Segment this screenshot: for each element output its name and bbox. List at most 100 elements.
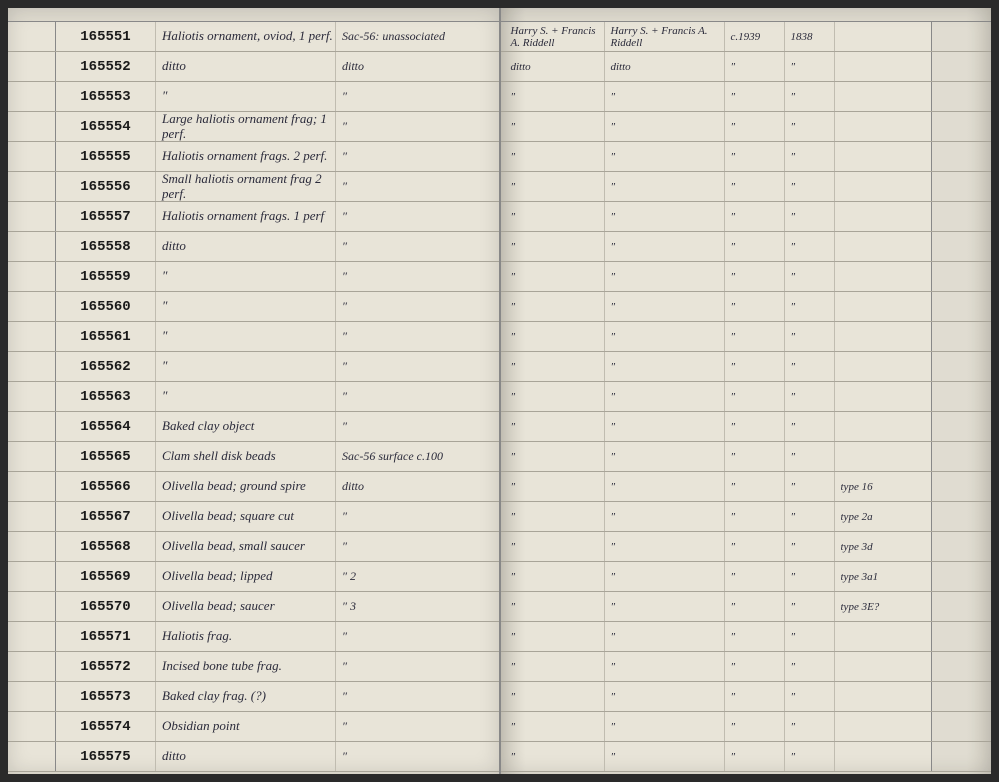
ledger-row: ″″″″ (501, 622, 992, 652)
accession-cell: ″ (785, 712, 835, 741)
ledger-row: 165554Large haliotis ornament frag; 1 pe… (8, 112, 499, 142)
left-margin (12, 352, 56, 381)
location-cell: ″ (336, 142, 499, 171)
left-margin (12, 22, 56, 51)
donor-cell: ″ (605, 142, 725, 171)
date-cell: ″ (725, 442, 785, 471)
description-cell: ″ (156, 292, 336, 321)
ledger-row: 165570Olivella bead; saucer″ 3 (8, 592, 499, 622)
left-margin (12, 82, 56, 111)
catalog-number: 165570 (56, 592, 156, 621)
notes-cell: type 3d (835, 532, 932, 561)
catalog-number: 165566 (56, 472, 156, 501)
donor-cell: ″ (605, 322, 725, 351)
description-cell: Large haliotis ornament frag; 1 perf. (156, 112, 336, 141)
location-cell: ″ (336, 352, 499, 381)
accession-cell: ″ (785, 52, 835, 81)
accession-cell: ″ (785, 82, 835, 111)
donor-cell: ″ (605, 412, 725, 441)
left-margin (12, 622, 56, 651)
right-margin (931, 202, 991, 231)
date-cell: ″ (725, 652, 785, 681)
right-margin (931, 682, 991, 711)
collector-cell: ″ (505, 202, 605, 231)
accession-cell: ″ (785, 592, 835, 621)
date-cell: ″ (725, 532, 785, 561)
collector-cell: ″ (505, 262, 605, 291)
left-page: 165551Haliotis ornament, oviod, 1 perf.S… (8, 8, 500, 774)
notes-cell (835, 262, 932, 291)
left-margin (12, 112, 56, 141)
description-cell: ″ (156, 322, 336, 351)
location-cell: ″ (336, 412, 499, 441)
ledger-row: ″″″″ (501, 442, 992, 472)
ledger-row: Harry S. + Francis A. RiddellHarry S. + … (501, 22, 992, 52)
location-cell: ″ 3 (336, 592, 499, 621)
left-margin (12, 232, 56, 261)
catalog-number: 165564 (56, 412, 156, 441)
left-margin (12, 652, 56, 681)
description-cell: ″ (156, 262, 336, 291)
collector-cell: ″ (505, 472, 605, 501)
ledger-row: ″″″″ (501, 712, 992, 742)
ledger-row: 165567Olivella bead; square cut″ (8, 502, 499, 532)
location-cell: ″ (336, 292, 499, 321)
donor-cell: ″ (605, 682, 725, 711)
catalog-number: 165555 (56, 142, 156, 171)
collector-cell: ″ (505, 652, 605, 681)
donor-cell: ″ (605, 532, 725, 561)
date-cell: ″ (725, 712, 785, 741)
description-cell: ″ (156, 82, 336, 111)
location-cell: ″ (336, 532, 499, 561)
accession-cell: ″ (785, 742, 835, 771)
collector-cell: Harry S. + Francis A. Riddell (505, 22, 605, 51)
date-cell: ″ (725, 52, 785, 81)
ledger-row: 165564Baked clay object″ (8, 412, 499, 442)
donor-cell: ″ (605, 262, 725, 291)
description-cell: ″ (156, 382, 336, 411)
catalog-number: 165565 (56, 442, 156, 471)
notes-cell (835, 742, 932, 771)
left-margin (12, 142, 56, 171)
ledger-row: ″″″″ (501, 322, 992, 352)
date-cell: ″ (725, 232, 785, 261)
description-cell: Incised bone tube frag. (156, 652, 336, 681)
ledger-row: 165561″″ (8, 322, 499, 352)
ledger-row: 165551Haliotis ornament, oviod, 1 perf.S… (8, 22, 499, 52)
ledger-row: ″″″″type 3E? (501, 592, 992, 622)
date-cell: ″ (725, 472, 785, 501)
notes-cell (835, 652, 932, 681)
accession-cell: ″ (785, 442, 835, 471)
location-cell: ditto (336, 472, 499, 501)
catalog-number: 165561 (56, 322, 156, 351)
donor-cell: ″ (605, 382, 725, 411)
right-margin (931, 442, 991, 471)
date-cell: ″ (725, 172, 785, 201)
ledger-row: ″″″″type 16 (501, 472, 992, 502)
location-cell: ″ (336, 172, 499, 201)
date-cell: ″ (725, 412, 785, 441)
accession-cell: ″ (785, 682, 835, 711)
ledger-row: ″″″″type 3a1 (501, 562, 992, 592)
notes-cell (835, 712, 932, 741)
right-margin (931, 232, 991, 261)
description-cell: ditto (156, 742, 336, 771)
accession-cell: ″ (785, 172, 835, 201)
date-cell: ″ (725, 112, 785, 141)
description-cell: Clam shell disk beads (156, 442, 336, 471)
left-margin (12, 52, 56, 81)
ledger-row: 165557Haliotis ornament frags. 1 perf″ (8, 202, 499, 232)
notes-cell (835, 622, 932, 651)
ledger-row: 165572Incised bone tube frag.″ (8, 652, 499, 682)
ledger-row: ″″″″ (501, 142, 992, 172)
left-margin (12, 502, 56, 531)
ledger-row: 165555Haliotis ornament frags. 2 perf.″ (8, 142, 499, 172)
right-margin (931, 412, 991, 441)
donor-cell: ″ (605, 82, 725, 111)
ledger-row: 165560″″ (8, 292, 499, 322)
description-cell: Haliotis frag. (156, 622, 336, 651)
donor-cell: ″ (605, 712, 725, 741)
catalog-number: 165572 (56, 652, 156, 681)
donor-cell: ″ (605, 652, 725, 681)
notes-cell (835, 442, 932, 471)
